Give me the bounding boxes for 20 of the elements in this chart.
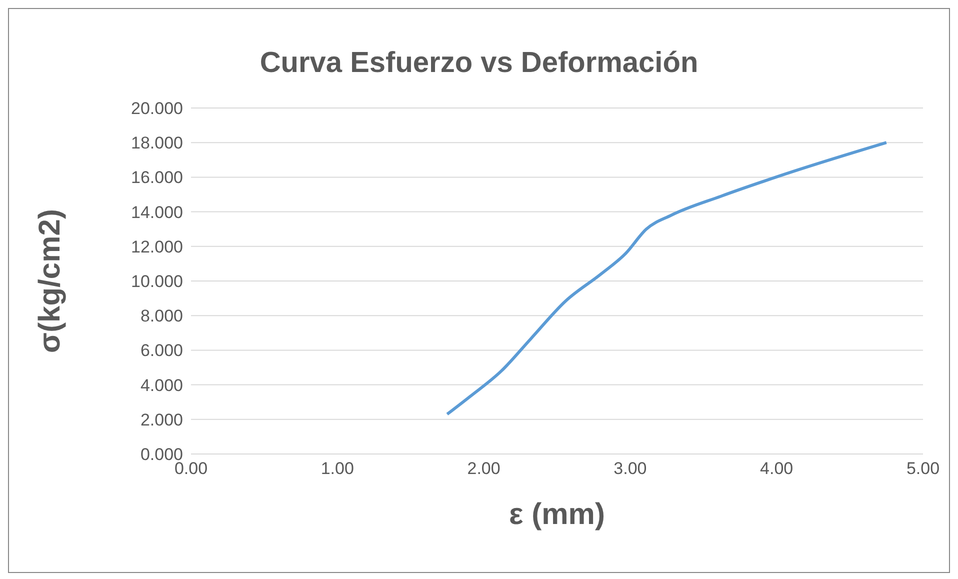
x-tick-label: 0.00 (174, 459, 208, 478)
y-tick-label: 2.000 (140, 410, 183, 430)
y-tick-label: 14.000 (131, 202, 183, 222)
x-tick-label: 1.00 (320, 459, 354, 478)
y-tick-label: 4.000 (140, 376, 183, 395)
chart-title: Curva Esfuerzo vs Deformación (258, 47, 700, 80)
y-tick-label: 10.000 (131, 272, 183, 292)
y-tick-label: 16.000 (131, 168, 183, 188)
x-tick-label: 5.00 (906, 459, 940, 478)
y-axis-title: σ(kg/cm2) (34, 209, 67, 353)
line-series (446, 141, 888, 416)
y-tick-label: 8.000 (140, 306, 183, 326)
x-tick-label: 4.00 (760, 459, 794, 478)
y-tick-label: 6.000 (140, 341, 183, 360)
y-tick-label: 20.000 (131, 99, 183, 118)
y-tick-label: 18.000 (131, 134, 183, 153)
x-tick-label: 3.00 (614, 459, 647, 478)
x-axis-title: ε (mm) (509, 498, 605, 531)
x-tick-label: 2.00 (467, 459, 500, 478)
y-tick-label: 12.000 (131, 237, 183, 256)
